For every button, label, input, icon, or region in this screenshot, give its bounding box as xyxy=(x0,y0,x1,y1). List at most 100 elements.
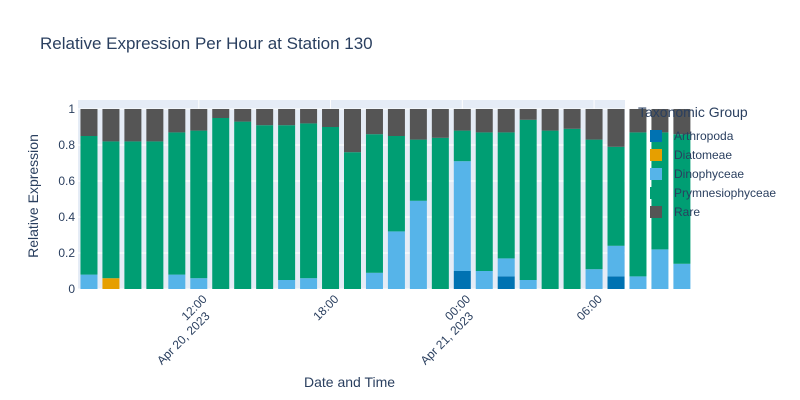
bar-segment xyxy=(212,118,230,289)
bar-segment xyxy=(387,231,405,289)
bar-segment xyxy=(607,109,625,147)
y-tick-label: 0.6 xyxy=(58,174,75,188)
y-tick-label: 0 xyxy=(68,282,75,296)
bar-segment xyxy=(322,127,340,289)
legend-item-arthropoda[interactable]: Arthropoda xyxy=(650,126,776,145)
bar-segment xyxy=(102,109,120,142)
bar-segment xyxy=(585,139,603,270)
bar-segment xyxy=(387,136,405,232)
bar-segment xyxy=(344,152,361,289)
legend-item-prymnesiophyceae[interactable]: Prymnesiophyceae xyxy=(650,183,776,202)
bar-segment xyxy=(519,280,537,289)
bar-segment xyxy=(190,109,208,131)
bar-segment xyxy=(585,109,603,140)
bar-segment xyxy=(409,200,427,289)
bar-segment xyxy=(80,136,98,275)
bar-segment xyxy=(278,125,296,280)
x-tick-label: 18:00 xyxy=(310,292,341,323)
bar-segment xyxy=(607,146,625,246)
bar-segment xyxy=(453,130,471,162)
legend-swatch xyxy=(650,129,662,142)
bar-segment xyxy=(409,139,427,201)
bar-segment xyxy=(190,278,208,289)
legend-swatch xyxy=(650,167,662,180)
bar-segment xyxy=(431,137,449,289)
bar-segment xyxy=(278,109,296,126)
bar-segment xyxy=(651,249,669,289)
y-tick-label: 0.4 xyxy=(58,210,75,224)
bar-segment xyxy=(673,134,691,264)
bar-segment xyxy=(673,263,691,289)
bar-segment xyxy=(168,274,186,289)
bar-segment xyxy=(322,109,340,127)
bar-segment xyxy=(497,276,515,289)
bar-segment xyxy=(234,109,252,122)
bar-segment xyxy=(541,109,559,131)
legend-label: Dinophyceae xyxy=(674,166,745,181)
bar-segment xyxy=(300,123,318,279)
bar-segment xyxy=(585,269,603,289)
bar-segment xyxy=(497,132,515,259)
bar-segment xyxy=(256,125,274,289)
bar-segment xyxy=(300,278,318,289)
bar-segment xyxy=(519,119,537,280)
bar-segment xyxy=(344,109,361,153)
legend-label: Arthropoda xyxy=(674,128,734,143)
bar-segment xyxy=(673,109,691,135)
y-tick-label: 0.8 xyxy=(58,138,75,152)
legend-title: Taxonomic Group xyxy=(638,104,748,120)
bar-segment xyxy=(365,272,383,289)
x-tick-time: 06:00 xyxy=(574,292,605,323)
bar-segment xyxy=(190,130,208,279)
legend-item-diatomeae[interactable]: Diatomeae xyxy=(650,145,776,164)
bar-segment xyxy=(563,109,581,129)
bar-segment xyxy=(651,109,669,133)
x-tick-label: 06:00 xyxy=(574,292,605,323)
bar-segment xyxy=(607,276,625,289)
legend-item-rare[interactable]: Rare xyxy=(650,202,776,221)
bar-segment xyxy=(278,280,296,289)
bar-segment xyxy=(124,109,142,142)
bar-segment xyxy=(475,132,493,271)
bar-segment xyxy=(300,109,318,124)
bar-segment xyxy=(453,271,471,289)
bar-segment xyxy=(234,121,252,289)
y-tick-label: 0.2 xyxy=(58,246,75,260)
y-tick-label: 1 xyxy=(68,102,75,116)
bar-segment xyxy=(629,132,647,277)
bar-segment xyxy=(146,141,164,289)
legend-label: Rare xyxy=(674,204,701,219)
legend-label: Diatomeae xyxy=(674,147,733,162)
legend: Taxonomic Group Arthropoda Diatomeae Din… xyxy=(638,104,776,221)
bar-segment xyxy=(497,109,515,133)
bar-segment xyxy=(365,134,383,273)
bar-segment xyxy=(256,109,274,126)
legend-item-dinophyceae[interactable]: Dinophyceae xyxy=(650,164,776,183)
bar-segment xyxy=(475,271,493,289)
bar-segment xyxy=(146,109,164,142)
legend-swatch xyxy=(650,148,662,161)
legend-swatch xyxy=(650,205,662,218)
bar-segment xyxy=(629,276,647,289)
bar-segment xyxy=(102,141,120,279)
bar-segment xyxy=(541,130,559,289)
bar-segment xyxy=(607,245,625,277)
chart-title: Relative Expression Per Hour at Station … xyxy=(40,34,373,53)
bar-segment xyxy=(102,278,120,289)
bar-segment xyxy=(168,109,186,133)
bar-segment xyxy=(497,258,515,277)
x-tick-time: 18:00 xyxy=(310,292,341,323)
bar-segment xyxy=(519,109,537,120)
bar-segment xyxy=(212,109,230,118)
bar-segment xyxy=(475,109,493,133)
legend-label: Prymnesiophyceae xyxy=(674,185,777,200)
y-axis-label: Relative Expression xyxy=(25,134,41,258)
bar-segment xyxy=(365,109,383,135)
x-axis-label: Date and Time xyxy=(304,374,396,390)
bar-segment xyxy=(124,141,142,289)
bar-segment xyxy=(629,109,647,133)
bar-segment xyxy=(387,109,405,136)
bar-segment xyxy=(431,109,449,138)
